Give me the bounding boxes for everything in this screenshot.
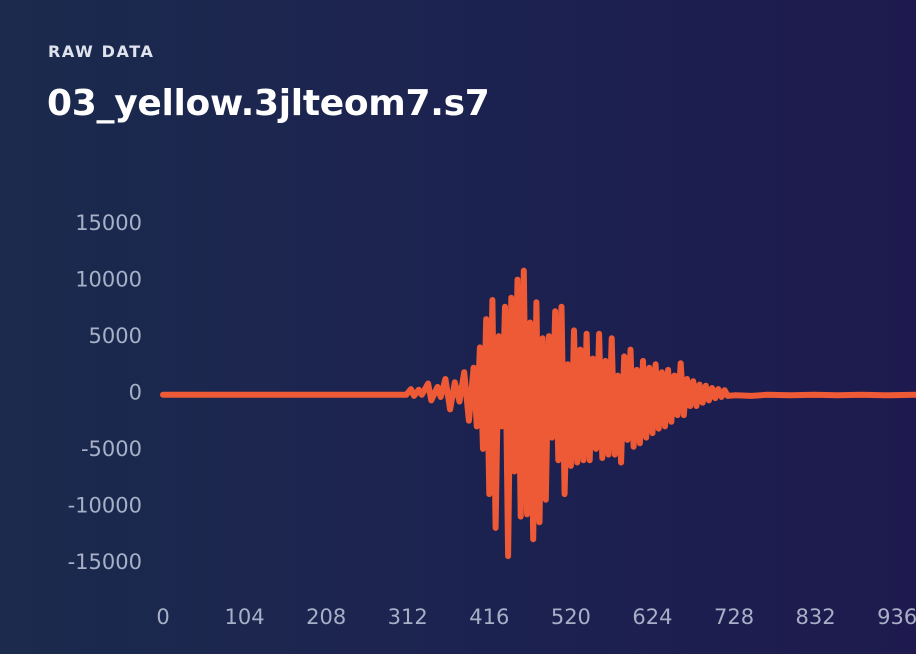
x-tick-label: 936 [877, 605, 916, 629]
x-tick-label: 104 [225, 605, 265, 629]
file-title: 03_yellow.3jlteom7.s7 [47, 83, 490, 124]
y-tick-label: 0 [129, 381, 142, 405]
x-tick-label: 728 [714, 605, 754, 629]
y-tick-label: -15000 [68, 550, 142, 574]
x-tick-label: 312 [388, 605, 428, 629]
x-tick-label: 416 [469, 605, 509, 629]
y-tick-label: 15000 [75, 211, 142, 235]
y-tick-label: -10000 [68, 493, 142, 517]
x-tick-label: 624 [632, 605, 672, 629]
y-tick-label: 5000 [89, 324, 142, 348]
series-line [160, 267, 916, 560]
x-axis-ticks: 0 104 208 312 416 520 624 728 832 936 [156, 605, 916, 629]
x-tick-label: 208 [306, 605, 346, 629]
x-tick-label: 832 [796, 605, 836, 629]
plot-area [160, 267, 916, 560]
y-tick-label: -5000 [81, 437, 142, 461]
y-axis-ticks: 15000 10000 5000 0 -5000 -10000 -15000 [68, 211, 142, 574]
x-tick-label: 0 [156, 605, 169, 629]
section-label: RAW DATA [48, 42, 155, 61]
y-tick-label: 10000 [75, 268, 142, 292]
x-tick-label: 520 [551, 605, 591, 629]
